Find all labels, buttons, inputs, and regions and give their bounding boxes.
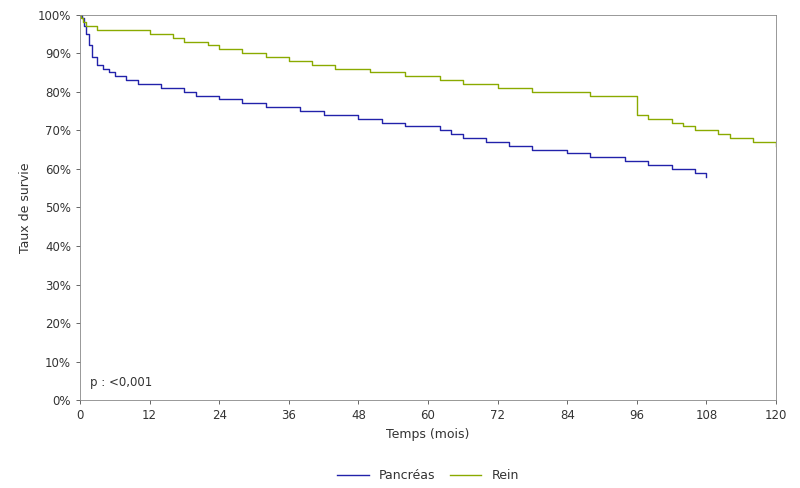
- Rein: [643, 116, 653, 122]
- Rein: [411, 73, 421, 79]
- Rein: [771, 143, 781, 149]
- Rein: [214, 46, 224, 52]
- Y-axis label: Taux de survie: Taux de survie: [19, 162, 32, 253]
- Rein: [655, 116, 665, 122]
- Rein: [179, 39, 189, 44]
- Pancréas: [330, 112, 340, 118]
- X-axis label: Temps (mois): Temps (mois): [386, 428, 470, 441]
- Pancréas: [104, 69, 114, 75]
- Rein: [75, 12, 85, 18]
- Pancréas: [75, 12, 85, 18]
- Pancréas: [272, 104, 282, 110]
- Text: p : <0,001: p : <0,001: [90, 376, 153, 388]
- Pancréas: [446, 131, 456, 137]
- Line: Rein: Rein: [80, 15, 776, 146]
- Legend: Pancréas, Rein: Pancréas, Rein: [332, 464, 524, 487]
- Pancréas: [435, 127, 445, 133]
- Line: Pancréas: Pancréas: [80, 15, 706, 177]
- Pancréas: [702, 174, 711, 180]
- Rein: [156, 31, 166, 37]
- Pancréas: [377, 120, 386, 125]
